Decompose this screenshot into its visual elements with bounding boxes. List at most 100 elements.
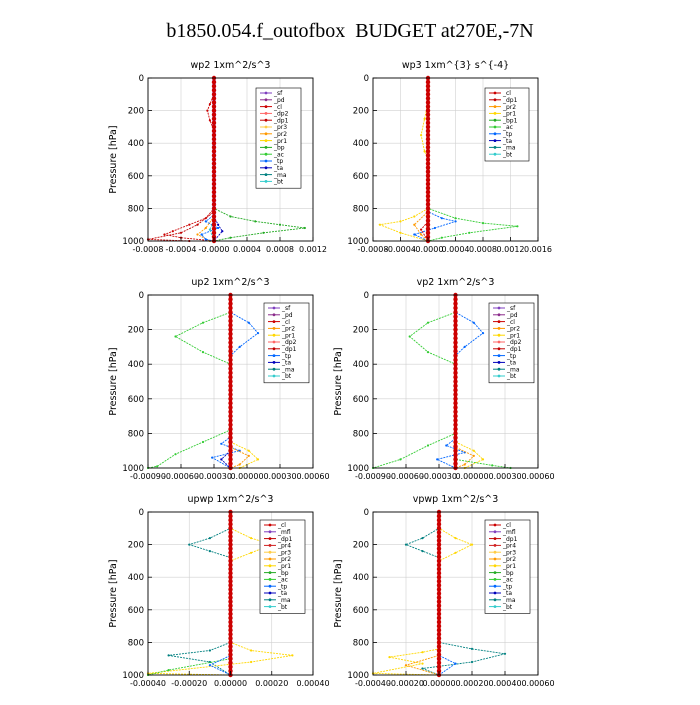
zero-profile-point — [211, 157, 217, 162]
data-point — [188, 543, 191, 546]
data-point — [413, 223, 416, 226]
legend-marker — [268, 598, 272, 602]
data-point — [399, 220, 402, 223]
zero-profile-point — [453, 405, 458, 410]
zero-profile-point — [453, 422, 458, 427]
legend-label: _pr4 — [502, 543, 516, 550]
legend-marker — [268, 584, 272, 588]
y-tick-label: 600 — [128, 606, 144, 616]
zero-profile-point — [453, 413, 458, 419]
zero-profile-point — [228, 615, 233, 621]
data-point — [256, 332, 260, 335]
y-tick-label: 1000 — [347, 671, 369, 681]
y-axis-label: Pressure [hPa] — [333, 559, 344, 627]
zero-profile-point — [436, 550, 442, 555]
zero-profile-point — [211, 100, 217, 105]
data-point — [171, 230, 174, 233]
zero-profile-point — [453, 327, 458, 332]
legend-marker — [264, 105, 268, 108]
zero-profile-point — [436, 652, 442, 657]
zero-profile-point — [211, 222, 217, 227]
x-tick-label: 0.00060 — [296, 472, 329, 481]
zero-profile-point — [211, 226, 217, 231]
zero-profile-point — [436, 587, 442, 592]
data-point — [250, 551, 253, 554]
legend-label: _mfl — [277, 529, 291, 536]
zero-profile-point — [211, 128, 217, 134]
zero-profile-point — [228, 448, 233, 453]
zero-profile-point — [453, 457, 458, 462]
zero-profile-point — [453, 362, 458, 367]
legend-marker — [497, 306, 501, 310]
data-point — [208, 119, 211, 122]
zero-profile-point — [228, 534, 233, 539]
zero-profile-point — [228, 409, 233, 414]
legend-label: _cl — [502, 522, 511, 529]
zero-profile-point — [436, 546, 442, 551]
data-point — [278, 223, 282, 226]
legend-label: _dp1 — [502, 97, 518, 104]
zero-profile-point — [228, 546, 233, 551]
data-point — [167, 669, 170, 672]
zero-profile-point — [453, 353, 458, 358]
zero-profile-point — [425, 112, 431, 117]
zero-profile-point — [425, 83, 431, 89]
zero-profile-point — [425, 202, 431, 207]
data-point — [204, 226, 207, 230]
legend-marker — [493, 578, 497, 581]
series-line-tp_b — [438, 512, 457, 676]
zero-profile-point — [211, 112, 217, 117]
zero-profile-point — [228, 587, 233, 592]
x-tick-label: -0.00030 — [421, 472, 457, 481]
legend-marker — [268, 578, 272, 581]
legend-marker — [272, 320, 276, 323]
y-tick-label: 600 — [128, 395, 144, 405]
zero-profile-point — [425, 226, 431, 231]
legend-label: _ma — [281, 366, 295, 373]
zero-profile-point — [436, 591, 442, 596]
series-line-ac — [427, 78, 518, 242]
chart-title: upwp 1xm^2/s^3 — [188, 494, 274, 505]
legend-label: _dp2 — [281, 339, 297, 346]
data-point — [201, 440, 205, 444]
zero-profile-point — [228, 611, 233, 617]
zero-profile-point — [211, 214, 217, 219]
legend-label: _pr2 — [273, 131, 287, 138]
legend-label: _cl — [273, 104, 282, 111]
zero-profile-point — [453, 431, 458, 436]
data-point — [220, 442, 223, 445]
zero-profile-point — [436, 530, 442, 535]
data-point — [250, 660, 253, 664]
zero-profile-point — [228, 374, 233, 380]
data-point — [440, 236, 443, 239]
x-tick-label: -0.00030 — [196, 472, 232, 481]
data-point — [174, 335, 177, 338]
x-tick-label: -0.0004 — [166, 245, 197, 254]
zero-profile-point — [436, 579, 442, 584]
legend-marker — [493, 118, 497, 122]
zero-profile-point — [436, 575, 442, 580]
zero-profile-point — [453, 379, 458, 384]
zero-profile-point — [436, 538, 442, 543]
zero-profile-point — [425, 104, 431, 109]
legend-label: _cl — [506, 319, 515, 326]
chart-title: vpwp 1xm^2/s^3 — [413, 494, 499, 505]
legend-label: _cl — [277, 522, 286, 529]
legend-marker — [497, 354, 501, 357]
zero-profile-point — [211, 234, 217, 240]
legend-box — [259, 519, 306, 614]
data-point — [250, 649, 253, 652]
data-point — [420, 233, 423, 236]
y-tick-label: 400 — [128, 139, 144, 149]
zero-profile-point — [453, 409, 458, 414]
zero-profile-point — [436, 562, 442, 568]
zero-profile-point — [228, 370, 233, 376]
legend-marker — [268, 571, 272, 574]
zero-profile-point — [453, 444, 458, 449]
data-point — [163, 233, 166, 236]
zero-profile-point — [211, 153, 217, 158]
zero-profile-point — [228, 668, 233, 674]
y-tick-label: 400 — [128, 360, 144, 370]
